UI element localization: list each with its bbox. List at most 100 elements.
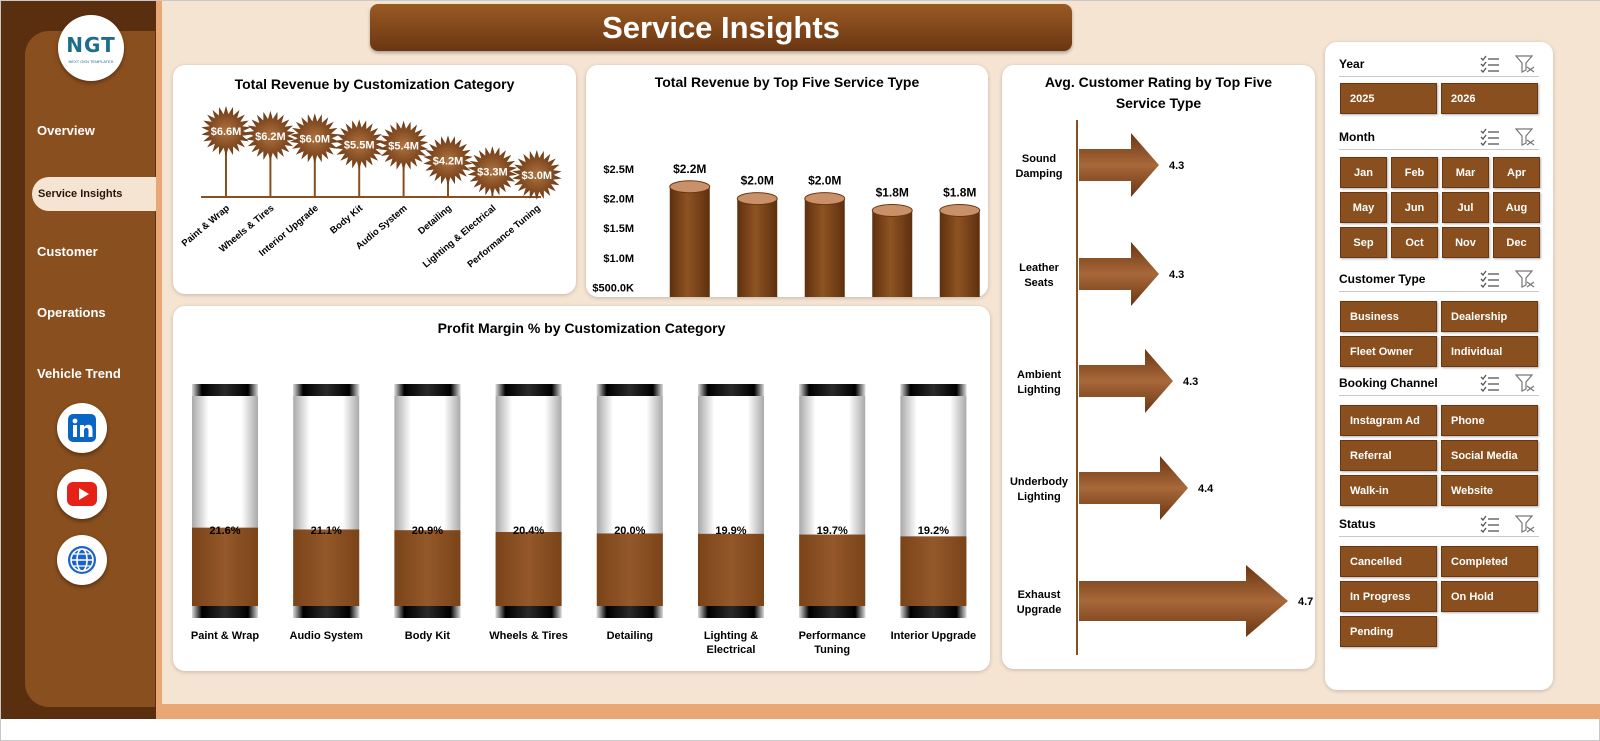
filter-option-month[interactable]: Jun (1391, 192, 1438, 223)
logo: NGT NEXT GEN TEMPLATES (58, 15, 124, 81)
filter-option-customer-type[interactable]: Fleet Owner (1340, 336, 1437, 367)
filter-option-month[interactable]: May (1340, 192, 1387, 223)
rating-label: Lighting (1017, 384, 1060, 396)
rating-arrow (1079, 349, 1173, 413)
revenue-service-title: Total Revenue by Top Five Service Type (654, 74, 920, 90)
profit-fill (698, 533, 764, 606)
revenue-service-bar (804, 192, 846, 297)
profit-fill (293, 529, 360, 606)
filter-option-month[interactable]: Sep (1340, 227, 1387, 258)
profit-title: Profit Margin % by Customization Categor… (437, 320, 726, 336)
clear-filter-icon[interactable] (1514, 515, 1535, 533)
revenue-service-ytick: $1.5M (603, 223, 634, 235)
revenue-service-ytick: $2.0M (603, 194, 634, 206)
rating-arrow (1079, 456, 1188, 520)
clear-filter-icon[interactable] (1514, 270, 1535, 288)
rating-card: Avg. Customer Rating by Top Five Service… (1002, 65, 1315, 669)
filter-header-month: Month (1339, 126, 1539, 150)
rating-title-line1: Avg. Customer Rating by Top Five (1044, 74, 1273, 90)
logo-mark: NGT (66, 32, 116, 57)
linkedin-icon[interactable] (57, 403, 107, 453)
profit-value: 21.1% (311, 525, 342, 537)
rating-chart: 4.3 Sound Damping 4.3 Leather Seats 4.3 Ambient… (1010, 120, 1313, 655)
multi-select-icon[interactable] (1480, 128, 1500, 146)
multi-select-icon[interactable] (1480, 270, 1500, 288)
filter-option-booking-channel[interactable]: Phone (1441, 405, 1538, 436)
sidebar (25, 31, 155, 707)
rating-label: Seats (1024, 277, 1053, 289)
profit-label: Tuning (814, 644, 850, 656)
nav-overview[interactable]: Overview (37, 123, 95, 138)
rating-label: Exhaust (1018, 589, 1061, 601)
filter-option-customer-type[interactable]: Individual (1441, 336, 1538, 367)
filter-option-booking-channel[interactable]: Social Media (1441, 440, 1538, 471)
nav-operations[interactable]: Operations (37, 305, 106, 320)
revenue-service-bar (871, 203, 913, 297)
globe-icon[interactable] (57, 535, 107, 585)
profit-tube (293, 384, 360, 618)
clear-filter-icon[interactable] (1514, 128, 1535, 146)
filter-option-month[interactable]: Jul (1442, 192, 1489, 223)
revenue-category-value: $6.2M (255, 131, 286, 143)
filter-option-year[interactable]: 2026 (1441, 83, 1538, 114)
filter-title: Customer Type (1339, 272, 1426, 286)
profit-chart: 21.6% Paint & Wrap 21.1% Audio System 20.9% B… (191, 384, 976, 656)
filter-option-year[interactable]: 2025 (1340, 83, 1437, 114)
filter-option-customer-type[interactable]: Business (1340, 301, 1437, 332)
profit-fill (192, 527, 258, 606)
revenue-category-title: Total Revenue by Customization Category (234, 76, 515, 92)
rating-value: 4.3 (1169, 269, 1184, 281)
filter-option-month[interactable]: Nov (1442, 227, 1489, 258)
nav-service-insights[interactable]: Service Insights (32, 177, 156, 211)
filter-option-month[interactable]: Jan (1340, 157, 1387, 188)
filter-option-booking-channel[interactable]: Walk-in (1340, 475, 1437, 506)
profit-fill (596, 533, 663, 606)
clear-filter-icon[interactable] (1514, 374, 1535, 392)
revenue-category-value: $3.0M (522, 170, 553, 182)
profit-fill (900, 536, 967, 606)
revenue-service-value: $1.8M (943, 185, 976, 199)
filter-option-booking-channel[interactable]: Instagram Ad (1340, 405, 1437, 436)
nav-customer[interactable]: Customer (37, 244, 98, 259)
rating-label: Lighting (1017, 491, 1060, 503)
filter-option-month[interactable]: Oct (1391, 227, 1438, 258)
filter-title: Year (1339, 57, 1365, 71)
rating-label: Ambient (1017, 369, 1061, 381)
filter-option-month[interactable]: Feb (1391, 157, 1438, 188)
profit-value: 19.2% (918, 525, 949, 537)
revenue-service-ytick: $2.5M (603, 164, 634, 176)
profit-fill (495, 532, 562, 606)
youtube-icon[interactable] (57, 469, 107, 519)
filter-title: Status (1339, 517, 1376, 531)
profit-label: Performance (799, 630, 866, 642)
filter-header-status: Status (1339, 513, 1539, 537)
filter-option-month[interactable]: Aug (1493, 192, 1540, 223)
multi-select-icon[interactable] (1480, 374, 1500, 392)
profit-label: Body Kit (405, 630, 451, 642)
filter-option-booking-channel[interactable]: Referral (1340, 440, 1437, 471)
filter-option-status[interactable]: Completed (1441, 546, 1538, 577)
filter-option-month[interactable]: Dec (1493, 227, 1540, 258)
filter-option-month[interactable]: Mar (1442, 157, 1489, 188)
multi-select-icon[interactable] (1480, 55, 1500, 73)
revenue-service-card: Total Revenue by Top Five Service Type $… (586, 65, 988, 297)
filter-option-month[interactable]: Apr (1493, 157, 1540, 188)
rating-label: Sound (1022, 153, 1056, 165)
filter-option-status[interactable]: On Hold (1441, 581, 1538, 612)
revenue-category-value: $4.2M (433, 155, 464, 167)
clear-filter-icon[interactable] (1514, 55, 1535, 73)
nav-vehicle-trend[interactable]: Vehicle Trend (37, 366, 121, 381)
profit-label: Detailing (607, 630, 653, 642)
page-title: Service Insights (370, 4, 1072, 51)
filter-option-status[interactable]: Cancelled (1340, 546, 1437, 577)
rating-value: 4.4 (1198, 483, 1214, 495)
revenue-category-burst (245, 110, 296, 161)
multi-select-icon[interactable] (1480, 515, 1500, 533)
profit-value: 20.9% (412, 525, 443, 537)
revenue-category-burst (334, 119, 384, 170)
profit-value: 19.7% (817, 525, 848, 537)
filter-option-status[interactable]: In Progress (1340, 581, 1437, 612)
filter-option-status[interactable]: Pending (1340, 616, 1437, 647)
filter-option-customer-type[interactable]: Dealership (1441, 301, 1538, 332)
filter-option-booking-channel[interactable]: Website (1441, 475, 1538, 506)
